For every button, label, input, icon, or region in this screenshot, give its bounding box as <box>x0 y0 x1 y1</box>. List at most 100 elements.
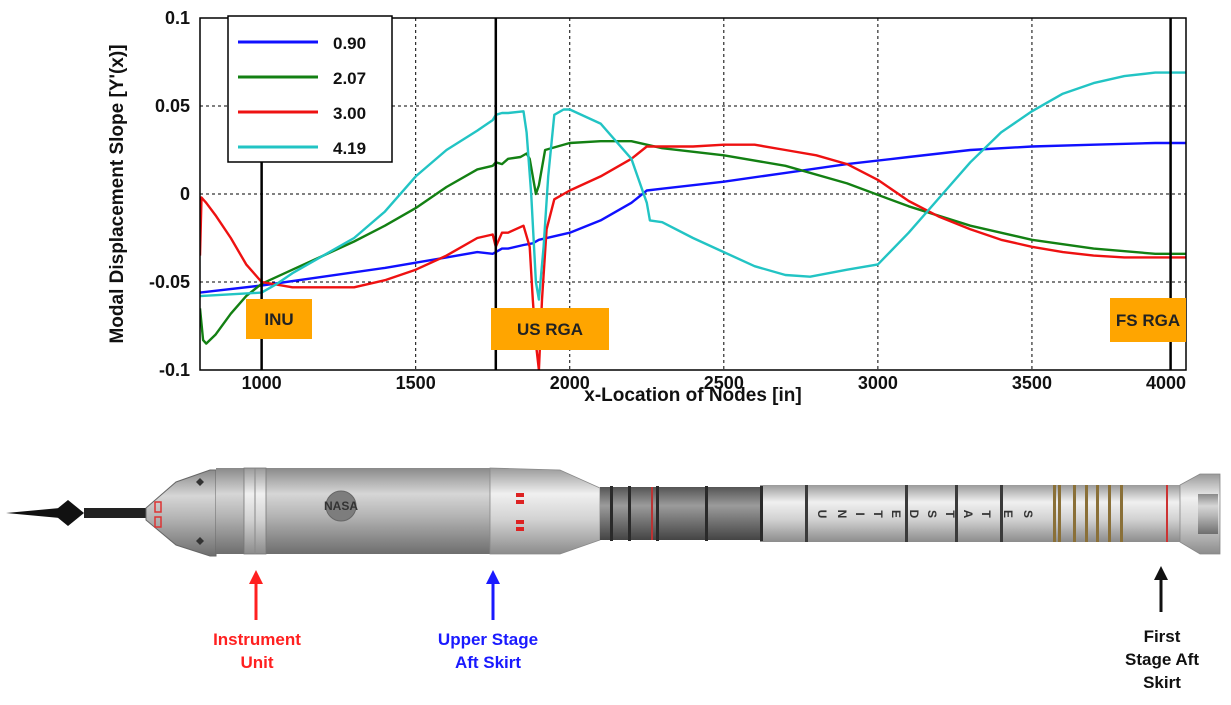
rocket-letter: S <box>1021 510 1035 518</box>
y-axis-label: Modal Displacement Slope [Y'(x)] <box>107 44 128 343</box>
instrument-unit-callout: Instrument Unit <box>213 570 301 672</box>
legend-label: 2.07 <box>333 69 366 88</box>
stage-ring <box>651 487 653 540</box>
aft-skirt-red-mark-1 <box>516 493 524 497</box>
legend-label: 0.90 <box>333 34 366 53</box>
y-tick-label: -0.05 <box>149 272 190 292</box>
stage-ring <box>1166 485 1168 542</box>
rocket-letter: T <box>943 510 957 518</box>
upper-stage-label-line-2: Aft Skirt <box>455 653 521 672</box>
capsule-fairing <box>145 469 217 557</box>
nasa-logo <box>325 490 357 522</box>
rocket-letter: S <box>925 510 939 518</box>
x-axis-label: x-Location of Nodes [in] <box>584 385 801 406</box>
upper-stage-aft-skirt <box>489 467 601 555</box>
legend-label: 3.00 <box>333 104 366 123</box>
abort-tower-bulb <box>52 500 84 526</box>
rocket-letter: T <box>979 510 993 518</box>
rocket-letter: A <box>961 510 975 519</box>
stage-ring <box>1053 485 1056 542</box>
series-line-0.90 <box>200 141 1186 294</box>
aft-skirt-red-mark-2 <box>516 500 524 504</box>
rocket-letter: U <box>815 510 829 519</box>
fairing-red-mark-1 <box>154 501 162 513</box>
series-line-3.00 <box>200 143 1186 370</box>
rocket-letter: I <box>853 512 867 515</box>
instrument-unit-label-line-2: Unit <box>240 653 273 672</box>
upper-stage-label-line-1: Upper Stage <box>438 630 538 649</box>
first-stage-aft-skirt-callout: First Stage Aft Skirt <box>1125 566 1199 692</box>
marker-label-text: FS RGA <box>1116 311 1180 330</box>
rocket-letter: E <box>889 510 903 518</box>
marker-label-box <box>1110 298 1186 342</box>
instrument-unit-label-line-1: Instrument <box>213 630 301 649</box>
stage-rings <box>610 485 1168 542</box>
stage-ring <box>656 486 659 541</box>
rocket-letter: N <box>835 510 849 519</box>
marker-label-box <box>491 308 609 350</box>
first-stage-arrowhead <box>1154 566 1168 580</box>
upper-stage-arrowhead <box>486 570 500 584</box>
first-stage-dark-section <box>600 487 760 540</box>
stage-ring <box>805 485 808 542</box>
nozzle-extension <box>1198 494 1218 534</box>
y-tick-label: 0 <box>180 184 190 204</box>
aft-skirt-red-mark-3 <box>516 520 524 524</box>
fairing-red-mark-2 <box>154 516 162 528</box>
stage-ring <box>1085 485 1088 542</box>
first-stage-label-line-2: Stage Aft <box>1125 650 1199 669</box>
rocket-letter: T <box>871 510 885 518</box>
x-tick-label: 1500 <box>396 373 436 393</box>
stage-ring <box>1096 485 1099 542</box>
stage-ring <box>760 486 763 541</box>
instrument-unit-arrowhead <box>249 570 263 584</box>
marker-label-text: US RGA <box>517 320 583 339</box>
y-tick-labels: 0.1 0.05 0 -0.05 -0.1 <box>149 8 190 380</box>
legend-label: 4.19 <box>333 139 366 158</box>
stage-ring <box>1000 485 1003 542</box>
x-tick-label: 2500 <box>704 373 744 393</box>
stage-ring <box>955 485 958 542</box>
stage-ring <box>1120 485 1123 542</box>
x-tick-label: 2000 <box>550 373 590 393</box>
fairing-diamond-mark-top <box>196 478 204 486</box>
legend: 0.90 2.07 3.00 4.19 <box>227 15 393 163</box>
series-lines <box>200 71 1186 370</box>
aft-skirt-red-mark-4 <box>516 527 524 531</box>
stage-ring <box>610 486 613 541</box>
x-tick-label: 3000 <box>858 373 898 393</box>
x-tick-label: 1000 <box>242 373 282 393</box>
nasa-logo-text: NASA <box>324 499 358 513</box>
stage-ring <box>1108 485 1111 542</box>
upper-stage-aft-skirt-callout: Upper Stage Aft Skirt <box>438 570 538 672</box>
marker-labels: INU US RGA FS RGA <box>246 298 1186 350</box>
stage-ring <box>905 485 908 542</box>
fairing-diamond-mark-bottom <box>196 537 204 545</box>
abort-tower-rod <box>84 508 146 518</box>
stage-ring <box>628 486 631 541</box>
plot-area: 1000 1500 2000 2500 3000 3500 4000 0.1 0.05 0 -0.… <box>107 8 1187 406</box>
stage-ring <box>1073 485 1076 542</box>
y-tick-label: 0.05 <box>155 96 190 116</box>
first-stage-label-line-1: First <box>1144 627 1181 646</box>
rocket-letter: D <box>907 510 921 519</box>
x-tick-label: 3500 <box>1012 373 1052 393</box>
x-tick-label: 4000 <box>1146 373 1186 393</box>
y-tick-label: -0.1 <box>159 360 190 380</box>
y-tick-label: 0.1 <box>165 8 190 28</box>
stage-ring <box>705 486 708 541</box>
series-line-2.07 <box>200 139 1186 345</box>
stage-ring <box>1058 485 1061 542</box>
x-tick-labels: 1000 1500 2000 2500 3000 3500 4000 <box>242 373 1186 393</box>
callouts: Instrument Unit Upper Stage Aft Skirt Fi… <box>213 566 1199 692</box>
marker-label-box <box>246 299 312 339</box>
first-stage-label-line-3: Skirt <box>1143 673 1181 692</box>
plot-frame <box>199 17 1187 371</box>
legend-box <box>227 15 393 163</box>
series-line-4.19 <box>200 71 1186 301</box>
rocket-letter: E <box>1001 510 1015 518</box>
marker-label-text: INU <box>264 310 293 329</box>
